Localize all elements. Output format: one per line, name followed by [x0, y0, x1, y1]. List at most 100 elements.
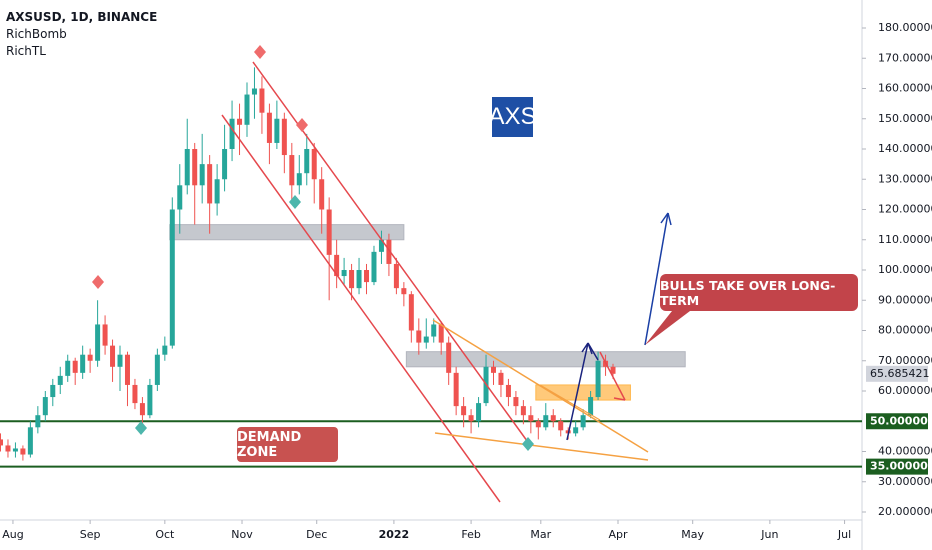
candle-body — [408, 294, 414, 331]
signal-diamond — [92, 275, 104, 289]
candle-body — [251, 88, 257, 95]
y-tick-label: 180.000000 — [878, 21, 932, 34]
candle-body — [498, 372, 504, 385]
arrow-head — [581, 342, 589, 353]
x-tick-label: Sep — [80, 528, 101, 541]
x-tick-label: Oct — [155, 528, 175, 541]
candle-body — [20, 448, 26, 455]
candle-body — [35, 415, 41, 428]
wedge-line — [434, 432, 649, 461]
candle-body — [595, 360, 601, 398]
candle-body — [207, 164, 213, 204]
candle-body — [401, 288, 407, 295]
y-tick-label: 30.000000 — [878, 475, 932, 488]
candle-body — [520, 406, 526, 416]
candle-body — [199, 164, 205, 186]
arrow — [644, 212, 669, 346]
candle-body — [72, 360, 78, 373]
candle-body — [147, 384, 153, 416]
candle-body — [296, 173, 302, 186]
candle-body — [192, 149, 198, 186]
candle-body — [132, 384, 138, 404]
candle-body — [558, 421, 564, 431]
candle-body — [378, 239, 384, 252]
candle-body — [311, 149, 317, 180]
candle-body — [535, 421, 541, 428]
x-tick-label: Jul — [837, 528, 851, 541]
level-label: 35.000000 — [870, 460, 932, 473]
demand-label: DEMAND ZONE — [237, 427, 338, 462]
arrow — [587, 342, 599, 361]
y-tick-label: 140.000000 — [878, 142, 932, 155]
candle-body — [319, 179, 325, 210]
arrow-head — [613, 397, 626, 401]
candle-body — [0, 439, 3, 446]
candle-body — [87, 354, 93, 361]
x-tick-label: May — [681, 528, 704, 541]
candle-body — [468, 415, 474, 422]
candle-body — [169, 209, 175, 346]
wedge-line — [432, 319, 649, 453]
candle-body — [266, 112, 272, 143]
candle-body — [513, 397, 519, 407]
candle-body — [550, 415, 556, 422]
candle-body — [573, 427, 579, 434]
y-tick-label: 100.000000 — [878, 263, 932, 276]
candle-body — [102, 324, 108, 346]
candle-body — [490, 366, 496, 373]
y-tick-label: 150.000000 — [878, 112, 932, 125]
candle-body — [139, 403, 145, 416]
x-tick-label: 2022 — [379, 528, 410, 541]
candle-body — [65, 360, 71, 376]
candle-body — [259, 88, 265, 113]
candle-body — [222, 149, 228, 180]
wedge-line — [539, 384, 601, 421]
candle-body — [431, 324, 437, 337]
candle-body — [95, 324, 101, 361]
candle-body — [80, 354, 86, 373]
y-tick-label: 40.000000 — [878, 445, 932, 458]
x-tick-label: Apr — [608, 528, 628, 541]
candle-body — [57, 375, 63, 385]
x-tick-label: Nov — [231, 528, 253, 541]
y-tick-label: 70.000000 — [878, 354, 932, 367]
candle-body — [543, 415, 549, 428]
candle-body — [505, 384, 511, 398]
x-tick-label: Feb — [461, 528, 480, 541]
candle-body — [446, 342, 452, 373]
candle-body — [274, 118, 280, 143]
signal-diamond — [254, 45, 266, 59]
candle-body — [580, 415, 586, 428]
candle-body — [229, 118, 235, 149]
signal-diamond — [296, 118, 308, 132]
candle-body — [50, 384, 56, 398]
x-tick-label: Jun — [760, 528, 778, 541]
candle-body — [364, 270, 370, 283]
candle-body — [423, 336, 429, 343]
badge: AXS — [488, 97, 537, 137]
indicator: RichBomb — [6, 27, 67, 41]
candle-body — [334, 254, 340, 277]
arrow-head — [660, 212, 669, 224]
x-tick-label: Mar — [530, 528, 551, 541]
signal-diamond — [289, 195, 301, 209]
level-label: 50.000000 — [870, 414, 932, 427]
callout: BULLS TAKE OVER LONG-TERM — [660, 274, 858, 311]
candle-body — [237, 118, 243, 125]
candle-body — [12, 448, 18, 452]
y-tick-label: 170.000000 — [878, 51, 932, 64]
candle-body — [5, 445, 11, 452]
candle-body — [461, 406, 467, 416]
indicator: RichTL — [6, 44, 46, 58]
candle-body — [393, 263, 399, 289]
candle-body — [588, 397, 594, 416]
candle-body — [304, 149, 310, 174]
candle-body — [27, 427, 33, 455]
candle-body — [528, 415, 534, 422]
candle-body — [162, 345, 168, 355]
channel-line — [221, 114, 501, 503]
candle-body — [371, 251, 377, 283]
candle-body — [110, 345, 116, 367]
